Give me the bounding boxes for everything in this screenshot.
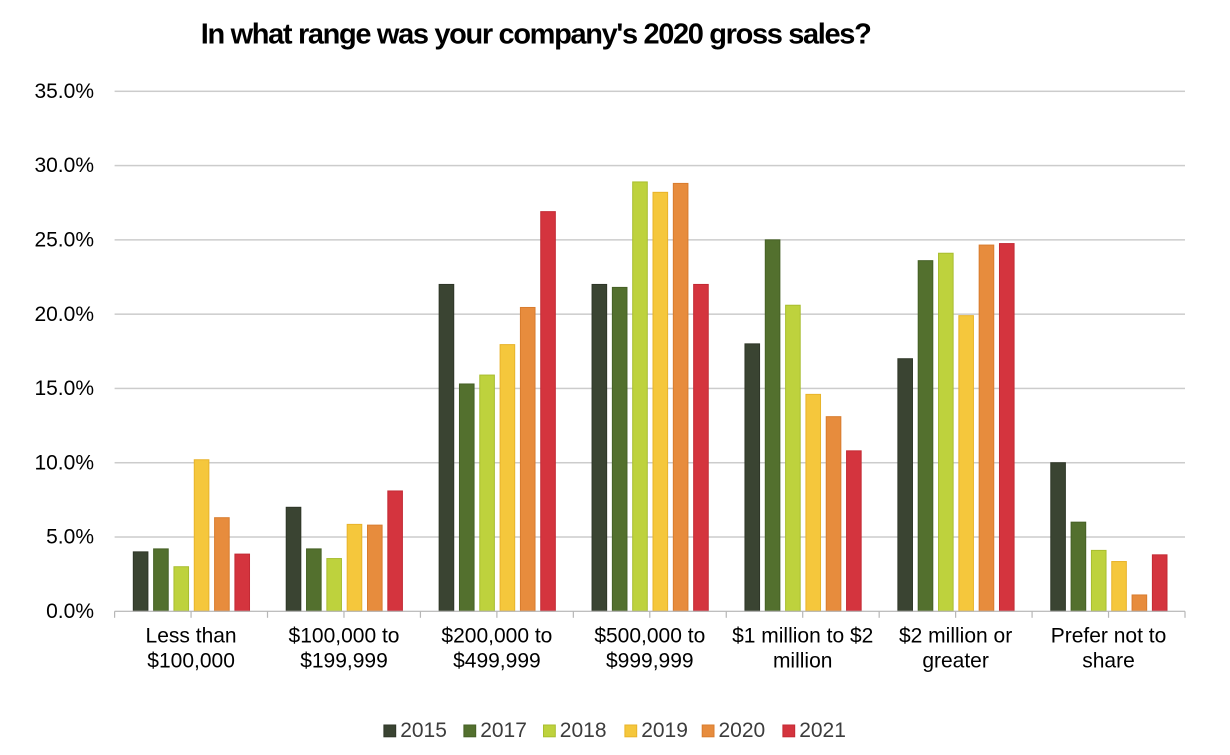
svg-text:Less than: Less than <box>146 625 237 648</box>
svg-text:10.0%: 10.0% <box>34 451 94 474</box>
svg-text:35.0%: 35.0% <box>34 80 94 103</box>
svg-text:$499,999: $499,999 <box>453 650 541 673</box>
svg-text:$1 million to $2: $1 million to $2 <box>732 625 873 648</box>
svg-text:Prefer not to: Prefer not to <box>1051 625 1167 648</box>
svg-text:30.0%: 30.0% <box>34 154 94 177</box>
svg-text:share: share <box>1082 650 1135 673</box>
svg-text:$199,999: $199,999 <box>300 650 388 673</box>
svg-text:5.0%: 5.0% <box>46 526 94 549</box>
svg-text:$100,000: $100,000 <box>147 650 235 673</box>
svg-text:25.0%: 25.0% <box>34 228 94 251</box>
svg-text:million: million <box>773 650 833 673</box>
svg-text:In what range was your company: In what range was your company's 2020 gr… <box>201 19 872 51</box>
svg-text:$999,999: $999,999 <box>606 650 694 673</box>
svg-text:$2 million or: $2 million or <box>899 625 1012 648</box>
svg-text:2018: 2018 <box>560 719 607 742</box>
svg-text:20.0%: 20.0% <box>34 303 94 326</box>
svg-text:2020: 2020 <box>719 719 766 742</box>
svg-text:2017: 2017 <box>480 719 527 742</box>
svg-text:0.0%: 0.0% <box>46 600 94 623</box>
svg-text:2019: 2019 <box>641 719 688 742</box>
svg-text:$500,000 to: $500,000 to <box>594 625 705 648</box>
svg-text:$200,000 to: $200,000 to <box>441 625 552 648</box>
svg-text:$100,000 to: $100,000 to <box>289 625 400 648</box>
svg-text:greater: greater <box>922 650 989 673</box>
svg-text:2015: 2015 <box>400 719 447 742</box>
svg-text:2021: 2021 <box>799 719 846 742</box>
svg-text:15.0%: 15.0% <box>34 377 94 400</box>
